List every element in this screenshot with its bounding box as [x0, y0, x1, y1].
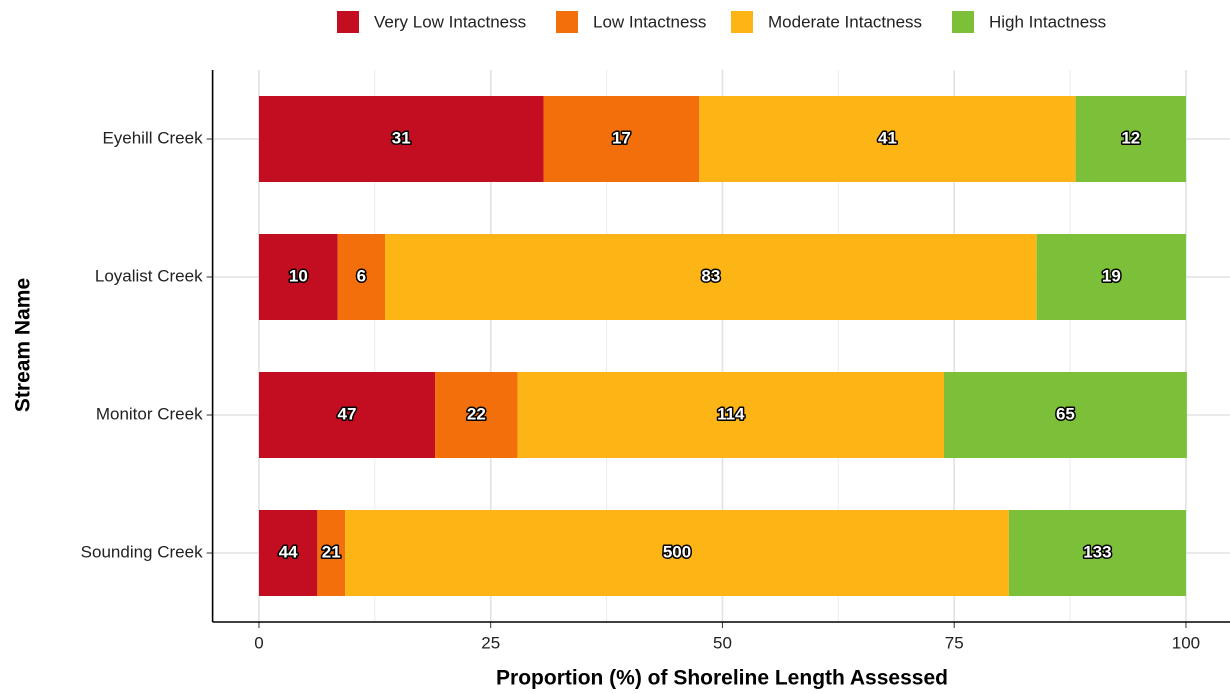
bar-segment — [258, 96, 544, 182]
x-tick-label: 50 — [713, 633, 732, 652]
y-tick-label: Loyalist Creek — [95, 266, 203, 285]
legend-swatch — [556, 11, 578, 33]
value-label: 31 — [392, 128, 411, 147]
bar-segment — [1075, 96, 1186, 182]
y-tick-label: Sounding Creek — [81, 542, 203, 561]
value-label: 114 — [717, 404, 745, 423]
value-label: 19 — [1102, 266, 1121, 285]
bar-segment — [944, 372, 1187, 458]
legend-label: Low Intactness — [593, 12, 706, 31]
legend-label: Very Low Intactness — [374, 12, 526, 31]
legend-swatch — [952, 11, 974, 33]
bar-segment — [258, 234, 338, 320]
bar-segment — [317, 510, 346, 596]
bar-segment — [337, 234, 386, 320]
value-label: 12 — [1121, 128, 1140, 147]
value-label: 22 — [467, 404, 486, 423]
bar-segment — [699, 96, 1076, 182]
bar-segment — [345, 510, 1009, 596]
bar-segment — [1036, 234, 1186, 320]
legend-label: High Intactness — [989, 12, 1106, 31]
bar-segment — [258, 510, 318, 596]
y-axis-title: Stream Name — [12, 278, 35, 412]
x-tick-label: 25 — [481, 633, 500, 652]
value-label: 41 — [878, 128, 897, 147]
value-label: 65 — [1056, 404, 1075, 423]
bar-segment — [517, 372, 945, 458]
value-label: 44 — [279, 542, 298, 561]
bar-segment — [258, 372, 436, 458]
value-label: 500 — [663, 542, 691, 561]
value-label: 21 — [322, 542, 341, 561]
legend-label: Moderate Intactness — [768, 12, 922, 31]
y-tick-label: Eyehill Creek — [102, 128, 203, 147]
bar-segment — [543, 96, 700, 182]
bar-segment — [385, 234, 1037, 320]
value-label: 83 — [701, 266, 720, 285]
x-axis-title: Proportion (%) of Shoreline Length Asses… — [496, 667, 948, 690]
value-label: 6 — [357, 266, 366, 285]
value-label: 17 — [612, 128, 631, 147]
bar-segment — [435, 372, 518, 458]
value-label: 133 — [1083, 542, 1111, 561]
bar-segment — [1008, 510, 1186, 596]
value-label: 10 — [289, 266, 308, 285]
legend-swatch — [337, 11, 359, 33]
y-tick-label: Monitor Creek — [96, 404, 203, 423]
x-tick-label: 75 — [945, 633, 964, 652]
x-tick-label: 0 — [254, 633, 263, 652]
value-label: 47 — [338, 404, 357, 423]
x-tick-label: 100 — [1172, 633, 1200, 652]
legend-swatch — [731, 11, 753, 33]
